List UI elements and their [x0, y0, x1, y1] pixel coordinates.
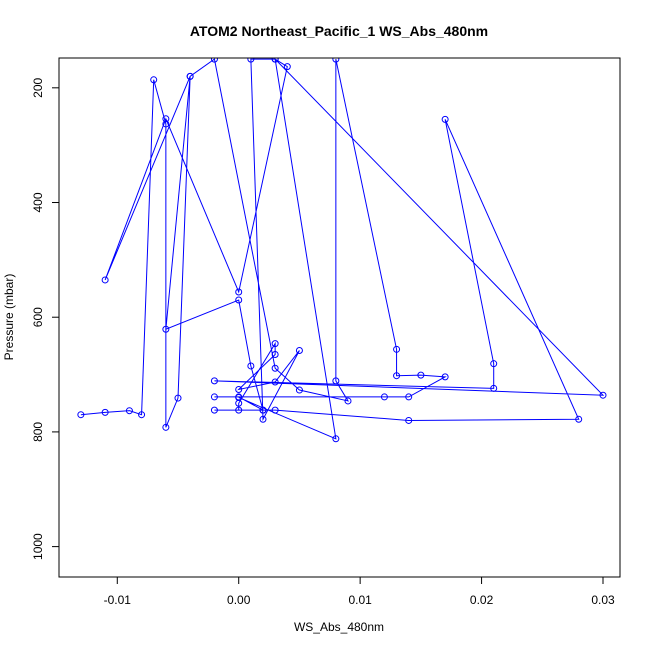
y-axis: 200 400 600 800 1000 — [31, 77, 60, 560]
data-point — [162, 120, 170, 128]
data-point — [259, 415, 267, 423]
data-point — [235, 406, 243, 414]
data-point — [271, 350, 279, 358]
data-point — [271, 340, 279, 348]
data-point — [332, 377, 340, 385]
y-tick-label: 400 — [31, 192, 45, 212]
data-point — [295, 346, 303, 354]
x-tick-label: 0.03 — [591, 593, 615, 607]
data-point — [235, 296, 243, 304]
data-point — [441, 115, 449, 123]
data-point — [138, 411, 146, 419]
data-point — [77, 411, 85, 419]
data-point — [405, 416, 413, 424]
chart-title: ATOM2 Northeast_Pacific_1 WS_Abs_480nm — [190, 23, 488, 39]
plot-area — [77, 58, 607, 443]
data-point — [235, 394, 243, 401]
data-point — [490, 384, 498, 392]
y-tick-label: 1000 — [31, 533, 45, 560]
data-point — [247, 58, 255, 63]
data-point — [393, 372, 401, 380]
data-point — [405, 393, 413, 401]
data-point — [210, 377, 218, 385]
y-tick-label: 600 — [31, 307, 45, 327]
x-tick-label: 0.00 — [227, 593, 251, 607]
data-point — [235, 288, 243, 296]
y-tick-label: 200 — [31, 77, 45, 97]
x-tick-label: 0.02 — [470, 593, 494, 607]
data-point — [186, 72, 194, 80]
data-point — [417, 371, 425, 379]
data-point — [271, 378, 279, 386]
data-point — [271, 364, 279, 372]
data-point — [271, 58, 279, 63]
x-axis-label: WS_Abs_480nm — [294, 620, 384, 634]
data-point — [599, 391, 607, 399]
x-tick-label: -0.01 — [104, 593, 132, 607]
data-point — [162, 325, 170, 333]
data-point — [575, 415, 583, 423]
data-point — [332, 435, 340, 443]
data-point — [162, 423, 170, 431]
data-point — [332, 58, 340, 63]
data-point — [271, 406, 279, 414]
y-axis-label: Pressure (mbar) — [2, 274, 16, 361]
data-point — [150, 76, 158, 84]
data-point — [295, 386, 303, 394]
x-axis: -0.01 0.00 0.01 0.02 0.03 — [104, 576, 615, 607]
data-point — [210, 58, 218, 63]
data-point — [174, 394, 182, 402]
x-tick-label: 0.01 — [348, 593, 372, 607]
data-point — [380, 393, 388, 401]
data-point — [259, 406, 267, 414]
data-point — [210, 406, 218, 414]
data-point — [101, 408, 109, 416]
data-point — [101, 276, 109, 284]
data-point — [283, 63, 291, 71]
data-point — [441, 373, 449, 381]
data-point — [344, 397, 352, 405]
data-point — [490, 360, 498, 368]
series-line — [80, 58, 605, 440]
data-point — [247, 362, 255, 370]
data-point — [162, 115, 170, 123]
y-tick-label: 800 — [31, 422, 45, 442]
data-point — [393, 345, 401, 353]
data-point — [125, 407, 133, 415]
data-point — [210, 393, 218, 401]
data-point — [235, 385, 243, 393]
